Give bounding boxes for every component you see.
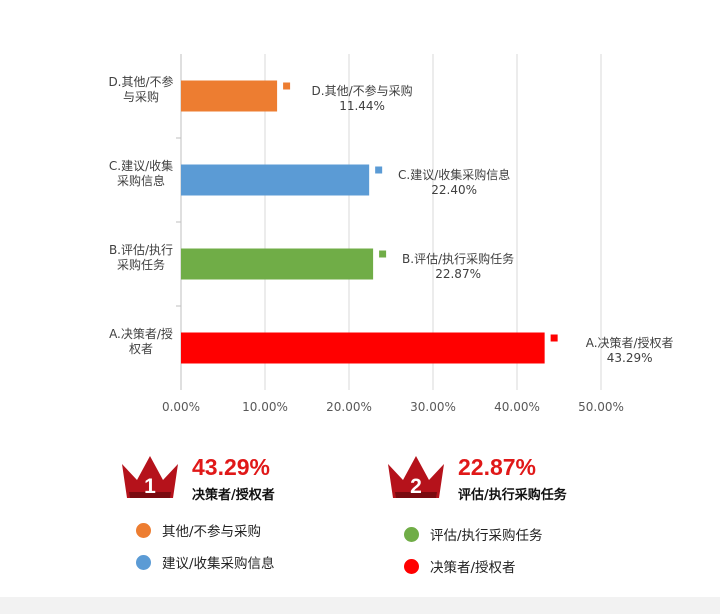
legend-dot	[404, 558, 419, 574]
crown-icon: 2	[388, 456, 444, 498]
badge-rank-number: 2	[410, 475, 422, 498]
data-label-name: D.其他/不参与采购	[312, 83, 413, 98]
legend-label: 建议/收集采购信息	[162, 556, 275, 572]
category-label: D.其他/不参与采购	[108, 74, 173, 104]
badge-percent: 43.29%	[192, 454, 271, 480]
bar	[181, 80, 278, 112]
legend-label: 评估/执行采购任务	[430, 528, 543, 544]
legend-item-other: 其他/不参与采购	[136, 520, 261, 540]
data-label-name: A.决策者/授权者	[586, 335, 674, 350]
legend-dot	[404, 526, 419, 542]
category-label: A.决策者/授权者	[109, 326, 173, 356]
rank-badge-2: 2 22.87% 评估/执行采购任务	[386, 452, 616, 512]
badge-percent: 22.87%	[458, 454, 537, 480]
crown-icon: 1	[122, 456, 178, 498]
category-label: C.建议/收集采购信息	[109, 158, 173, 188]
legend-item-decision: 决策者/授权者	[404, 556, 516, 576]
data-label-name: C.建议/收集采购信息	[398, 167, 510, 182]
x-tick-label: 50.00%	[578, 400, 624, 414]
bar	[181, 248, 374, 280]
badge-label: 决策者/授权者	[192, 488, 275, 503]
x-tick-label: 40.00%	[494, 400, 540, 414]
data-label-value: 22.87%	[435, 267, 481, 281]
bar-chart: 0.00% 10.00% 20.00% 30.00% 40.00% 50.00% A.决策者…	[108, 54, 674, 414]
badge-rank-number: 1	[144, 475, 156, 498]
x-tick-label: 10.00%	[242, 400, 288, 414]
data-label-value: 22.40%	[431, 183, 477, 197]
data-label-key	[550, 334, 558, 342]
x-tick-label: 30.00%	[410, 400, 456, 414]
data-label-key	[283, 82, 291, 90]
badge-label: 评估/执行采购任务	[458, 488, 567, 503]
data-label-name: B.评估/执行采购任务	[402, 251, 514, 266]
bar	[181, 164, 370, 196]
legend-item-suggest: 建议/收集采购信息	[136, 552, 275, 572]
legend-label: 决策者/授权者	[430, 560, 516, 576]
data-label-value: 11.44%	[339, 99, 385, 113]
rank-badge-1: 1 43.29% 决策者/授权者	[120, 452, 350, 512]
bar	[181, 332, 545, 364]
legend-item-evaluate: 评估/执行采购任务	[404, 524, 543, 544]
bottom-strip	[0, 597, 720, 614]
legend-dot	[136, 554, 151, 570]
legend-label: 其他/不参与采购	[162, 524, 262, 540]
category-label: B.评估/执行采购任务	[109, 243, 173, 272]
legend-dot	[136, 522, 151, 538]
data-label-key	[379, 250, 387, 258]
data-label-value: 43.29%	[607, 351, 653, 365]
data-label-key	[375, 166, 383, 174]
x-tick-label: 0.00%	[162, 400, 200, 414]
x-tick-label: 20.00%	[326, 400, 372, 414]
